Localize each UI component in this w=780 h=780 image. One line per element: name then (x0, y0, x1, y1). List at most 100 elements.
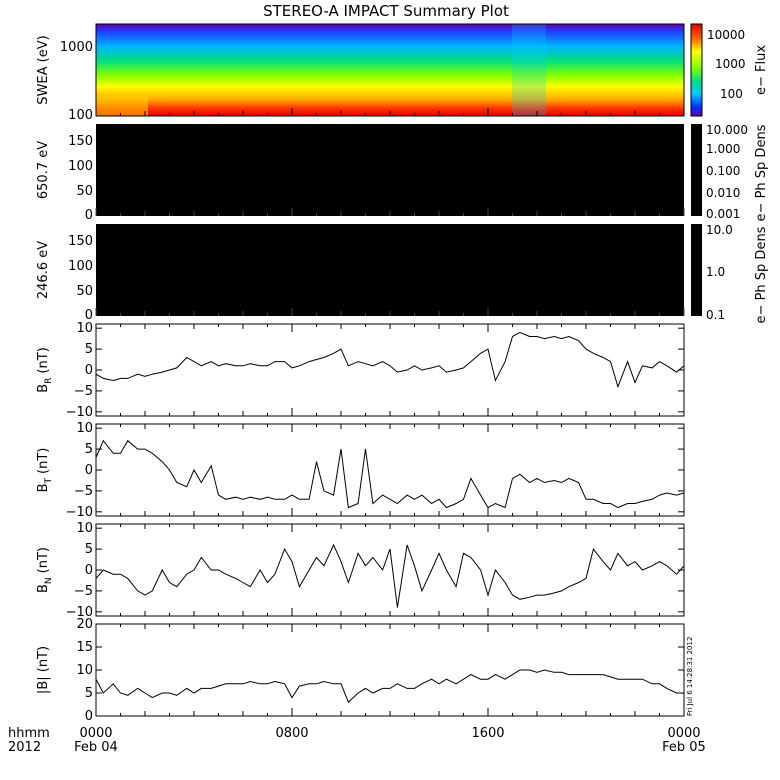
swea-event-band (512, 24, 546, 116)
br-x-ticks (95, 324, 685, 416)
br-ytick-2: 0 (85, 363, 93, 378)
bt-ytick-2: 0 (85, 463, 93, 478)
bt-series-line (95, 439, 685, 509)
panel-bn: 10 5 0 −5 −10 BN (nT) (36, 521, 685, 620)
x-tick-1600: 1600 (471, 726, 504, 741)
bn-ytick-1: 5 (85, 542, 93, 557)
bmag-series-line (95, 669, 684, 704)
swea-colorbar (690, 23, 703, 117)
panel-246eV: 150 100 50 0 246.6 eV 10.0 1.0 0.1 e− Ph… (36, 223, 769, 323)
pad-650eV-ytick-100: 100 (68, 159, 93, 174)
x-tick-0000-end: 0000 (667, 726, 700, 741)
br-ylabel-unit: (nT) (36, 347, 51, 373)
bn-ylabel-b: B (36, 584, 51, 593)
pad-650eV-cbar-label: e− Ph Sp Dens (754, 124, 769, 221)
pad-246eV-cbar-tick-0: 10.0 (706, 223, 733, 237)
bmag-ytick-2: 10 (76, 663, 93, 678)
swea-ytick-1000: 1000 (60, 40, 93, 55)
pad-246eV-ytick-150: 150 (68, 234, 93, 249)
br-frame (95, 323, 685, 417)
swea-cbar-tick-10000: 10000 (707, 28, 745, 42)
bn-ylabel: BN (nT) (36, 547, 54, 593)
pad-650eV-cbar-tick-0: 10.000 (706, 123, 748, 137)
bt-ylabel-sub: T (44, 477, 54, 484)
pad-650eV-cbar-tick-2: 0.100 (706, 164, 740, 178)
x-date-feb05: Feb 05 (662, 740, 706, 755)
pad-246eV-cbar-tick-2: 0.1 (706, 308, 725, 322)
bt-x-ticks (95, 424, 685, 516)
swea-low-energy-gap (96, 96, 148, 116)
x-tick-0000-start: 0000 (79, 726, 112, 741)
bt-ytick-4: −10 (66, 505, 93, 520)
pad-650eV-ylabel: 650.7 eV (36, 141, 51, 199)
timestamp-label: Fri Jul 6 14:28:31 2012 (686, 637, 694, 716)
bmag-ytick-labels: 20 15 10 5 0 (76, 617, 684, 724)
br-ytick-1: 5 (85, 342, 93, 357)
bmag-ytick-1: 15 (76, 640, 93, 655)
bn-ylabel-sub: N (44, 577, 54, 584)
pad-650eV-ytick-50: 50 (76, 184, 93, 199)
pad-650eV-ytick-0: 0 (85, 208, 93, 223)
bn-ytick-labels: 10 5 0 −5 −10 (66, 521, 684, 620)
pad-246eV-colorbar (691, 224, 702, 316)
bt-ylabel-unit: (nT) (36, 448, 51, 474)
pad-650eV-ytick-150: 150 (68, 134, 93, 149)
br-series-line (95, 331, 685, 389)
panel-swea: 1000 100 SWEA (eV) 10000 1000 100 e− Flu… (36, 23, 769, 123)
time-axis-year: 2012 (8, 740, 41, 755)
bmag-ylabel: |B| (nT) (36, 646, 51, 694)
pad-246eV-cbar-tick-1: 1.0 (706, 265, 725, 279)
bmag-ytick-4: 0 (85, 709, 93, 724)
bt-ylabel-b: B (36, 483, 51, 492)
bmag-ytick-3: 5 (85, 686, 93, 701)
pad-650eV-cbar-tick-3: 0.010 (706, 186, 740, 200)
panel-br: 10 5 0 −5 −10 BR (nT) (36, 321, 685, 420)
bt-ytick-1: 5 (85, 442, 93, 457)
br-ylabel-b: B (36, 384, 51, 393)
bmag-x-ticks (95, 624, 685, 716)
pad-246eV-cbar-label: e− Ph Sp Dens (754, 226, 769, 323)
bn-ytick-4: −10 (66, 605, 93, 620)
bn-ylabel-unit: (nT) (36, 547, 51, 573)
bn-ytick-2: 0 (85, 563, 93, 578)
bn-x-ticks (95, 524, 685, 616)
br-ylabel: BR (nT) (36, 347, 54, 393)
bmag-ytick-0: 20 (76, 617, 93, 632)
br-ytick-labels: 10 5 0 −5 −10 (66, 321, 684, 420)
time-axis-hhmm: hhmm (8, 726, 50, 741)
swea-spectrogram (96, 24, 684, 116)
swea-cbar-tick-100: 100 (720, 87, 743, 101)
pad-650eV-cbar-tick-4: 0.001 (706, 207, 740, 221)
bt-ytick-labels: 10 5 0 −5 −10 (66, 421, 684, 520)
br-ytick-3: −5 (74, 384, 93, 399)
pad-246eV-ytick-100: 100 (68, 259, 93, 274)
swea-ytick-100: 100 (68, 108, 93, 123)
bn-ytick-0: 10 (76, 521, 93, 536)
swea-ylabel: SWEA (eV) (36, 35, 51, 104)
panel-bt: 10 5 0 −5 −10 BT (nT) (36, 421, 685, 520)
bn-frame (95, 523, 685, 617)
bt-ylabel: BT (nT) (36, 448, 54, 493)
pad-246eV-ytick-0: 0 (85, 308, 93, 323)
swea-cbar-tick-1000: 1000 (715, 57, 746, 71)
bt-frame (95, 423, 685, 517)
pad-246eV-ylabel: 246.6 eV (36, 241, 51, 299)
pad-246eV-spectrogram (96, 224, 684, 316)
pad-650eV-colorbar (691, 124, 702, 216)
bt-ytick-3: −5 (74, 484, 93, 499)
x-date-feb04: Feb 04 (74, 740, 118, 755)
pad-650eV-cbar-tick-1: 1.000 (706, 142, 740, 156)
swea-cbar-label: e− Flux (754, 45, 769, 95)
x-tick-0800: 0800 (275, 726, 308, 741)
pad-650eV-spectrogram (96, 124, 684, 216)
br-ytick-0: 10 (76, 321, 93, 336)
panel-650eV: 150 100 50 0 650.7 eV 10.000 1.000 0.100… (36, 123, 769, 223)
bt-ytick-0: 10 (76, 421, 93, 436)
panel-bmag: 20 15 10 5 0 |B| (nT) Fri Jul 6 14:28:31 201… (36, 617, 694, 724)
br-ytick-4: −10 (66, 405, 93, 420)
bn-ytick-3: −5 (74, 584, 93, 599)
plot-title: STEREO-A IMPACT Summary Plot (263, 2, 509, 20)
pad-246eV-ytick-50: 50 (76, 284, 93, 299)
br-ylabel-sub: R (44, 378, 54, 384)
